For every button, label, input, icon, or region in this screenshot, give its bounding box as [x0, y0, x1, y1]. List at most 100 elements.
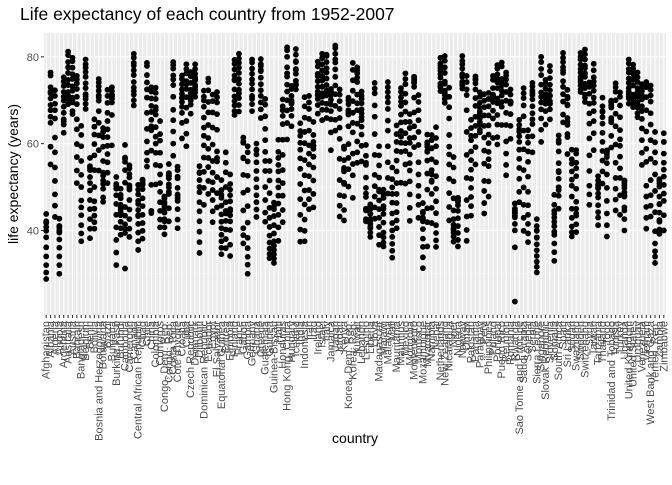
data-point	[165, 175, 172, 182]
data-point	[179, 109, 185, 116]
data-point	[625, 66, 632, 72]
data-point	[284, 64, 291, 71]
data-point	[257, 87, 264, 94]
data-point	[161, 224, 168, 231]
data-point	[590, 147, 597, 154]
data-point	[481, 178, 488, 184]
data-point	[568, 156, 575, 163]
data-point	[568, 205, 575, 212]
data-point	[205, 87, 212, 94]
data-point	[590, 99, 597, 106]
data-point	[52, 202, 58, 209]
data-point	[214, 204, 220, 211]
data-point	[227, 192, 234, 199]
data-point	[660, 166, 667, 173]
data-point	[130, 79, 137, 85]
x-tick-label: Cameroon	[124, 321, 136, 372]
data-point	[328, 96, 334, 103]
data-point	[345, 109, 352, 115]
data-point	[253, 151, 260, 158]
data-point	[122, 221, 128, 228]
data-point	[520, 113, 527, 120]
data-point	[538, 72, 545, 78]
data-point	[183, 94, 190, 101]
data-point	[411, 94, 418, 101]
data-point	[126, 216, 133, 223]
data-point	[319, 77, 326, 84]
data-point	[82, 91, 89, 98]
data-point	[481, 188, 488, 194]
data-point	[516, 146, 523, 153]
data-point	[174, 175, 181, 182]
data-point	[525, 230, 531, 237]
data-point	[652, 188, 658, 194]
data-point	[560, 78, 566, 85]
data-point	[65, 70, 71, 76]
data-point	[560, 98, 566, 105]
data-point	[174, 191, 181, 198]
data-point	[104, 86, 111, 93]
data-point	[634, 110, 641, 117]
data-point	[266, 177, 273, 184]
data-point	[393, 138, 400, 145]
x-tick-label: United Kingdom	[623, 321, 635, 399]
data-point	[419, 200, 426, 206]
data-point	[547, 116, 553, 123]
data-point	[253, 192, 260, 199]
data-point	[323, 82, 330, 88]
data-point	[73, 86, 80, 92]
data-point	[380, 239, 387, 246]
data-point	[402, 119, 409, 125]
data-point	[538, 138, 545, 145]
x-tick-label: India	[295, 320, 307, 345]
data-point	[196, 208, 203, 215]
data-point	[384, 190, 391, 197]
data-point	[82, 69, 89, 75]
x-tick-label: Spain	[558, 321, 570, 349]
data-point	[481, 91, 488, 98]
x-tick-label: West Bank and Gaza	[645, 320, 657, 425]
x-tick-label: Slovak Republic	[540, 321, 552, 400]
data-point	[358, 142, 365, 149]
x-tick-label: Iraq	[308, 321, 320, 340]
data-point	[538, 89, 545, 96]
data-point	[240, 138, 247, 145]
data-point	[617, 93, 623, 100]
data-point	[301, 157, 308, 164]
data-point	[498, 87, 505, 94]
data-point	[108, 112, 115, 118]
data-point	[389, 247, 396, 254]
data-point	[341, 166, 347, 173]
x-tick-label: Chad	[137, 321, 149, 347]
data-point	[538, 81, 545, 88]
data-point	[183, 86, 190, 92]
data-point	[297, 238, 304, 245]
data-point	[275, 192, 282, 199]
points-layer	[43, 42, 667, 305]
data-point	[503, 89, 510, 95]
data-point	[69, 108, 76, 114]
data-point	[415, 107, 422, 114]
data-point	[279, 112, 286, 119]
data-point	[117, 218, 124, 225]
data-point	[126, 206, 133, 213]
data-point	[560, 64, 566, 71]
data-point	[126, 197, 133, 203]
data-point	[608, 144, 615, 151]
data-point	[358, 123, 365, 130]
data-point	[148, 181, 155, 188]
data-point	[376, 162, 382, 169]
data-point	[52, 107, 58, 114]
data-point	[209, 219, 216, 226]
data-point	[494, 141, 501, 148]
data-point	[100, 129, 107, 135]
data-point	[428, 132, 435, 138]
data-point	[494, 95, 501, 102]
data-point	[222, 184, 229, 190]
data-point	[573, 221, 580, 228]
data-point	[271, 199, 277, 206]
data-point	[47, 143, 54, 150]
data-point	[122, 179, 128, 186]
data-point	[345, 123, 352, 130]
data-point	[56, 236, 63, 243]
